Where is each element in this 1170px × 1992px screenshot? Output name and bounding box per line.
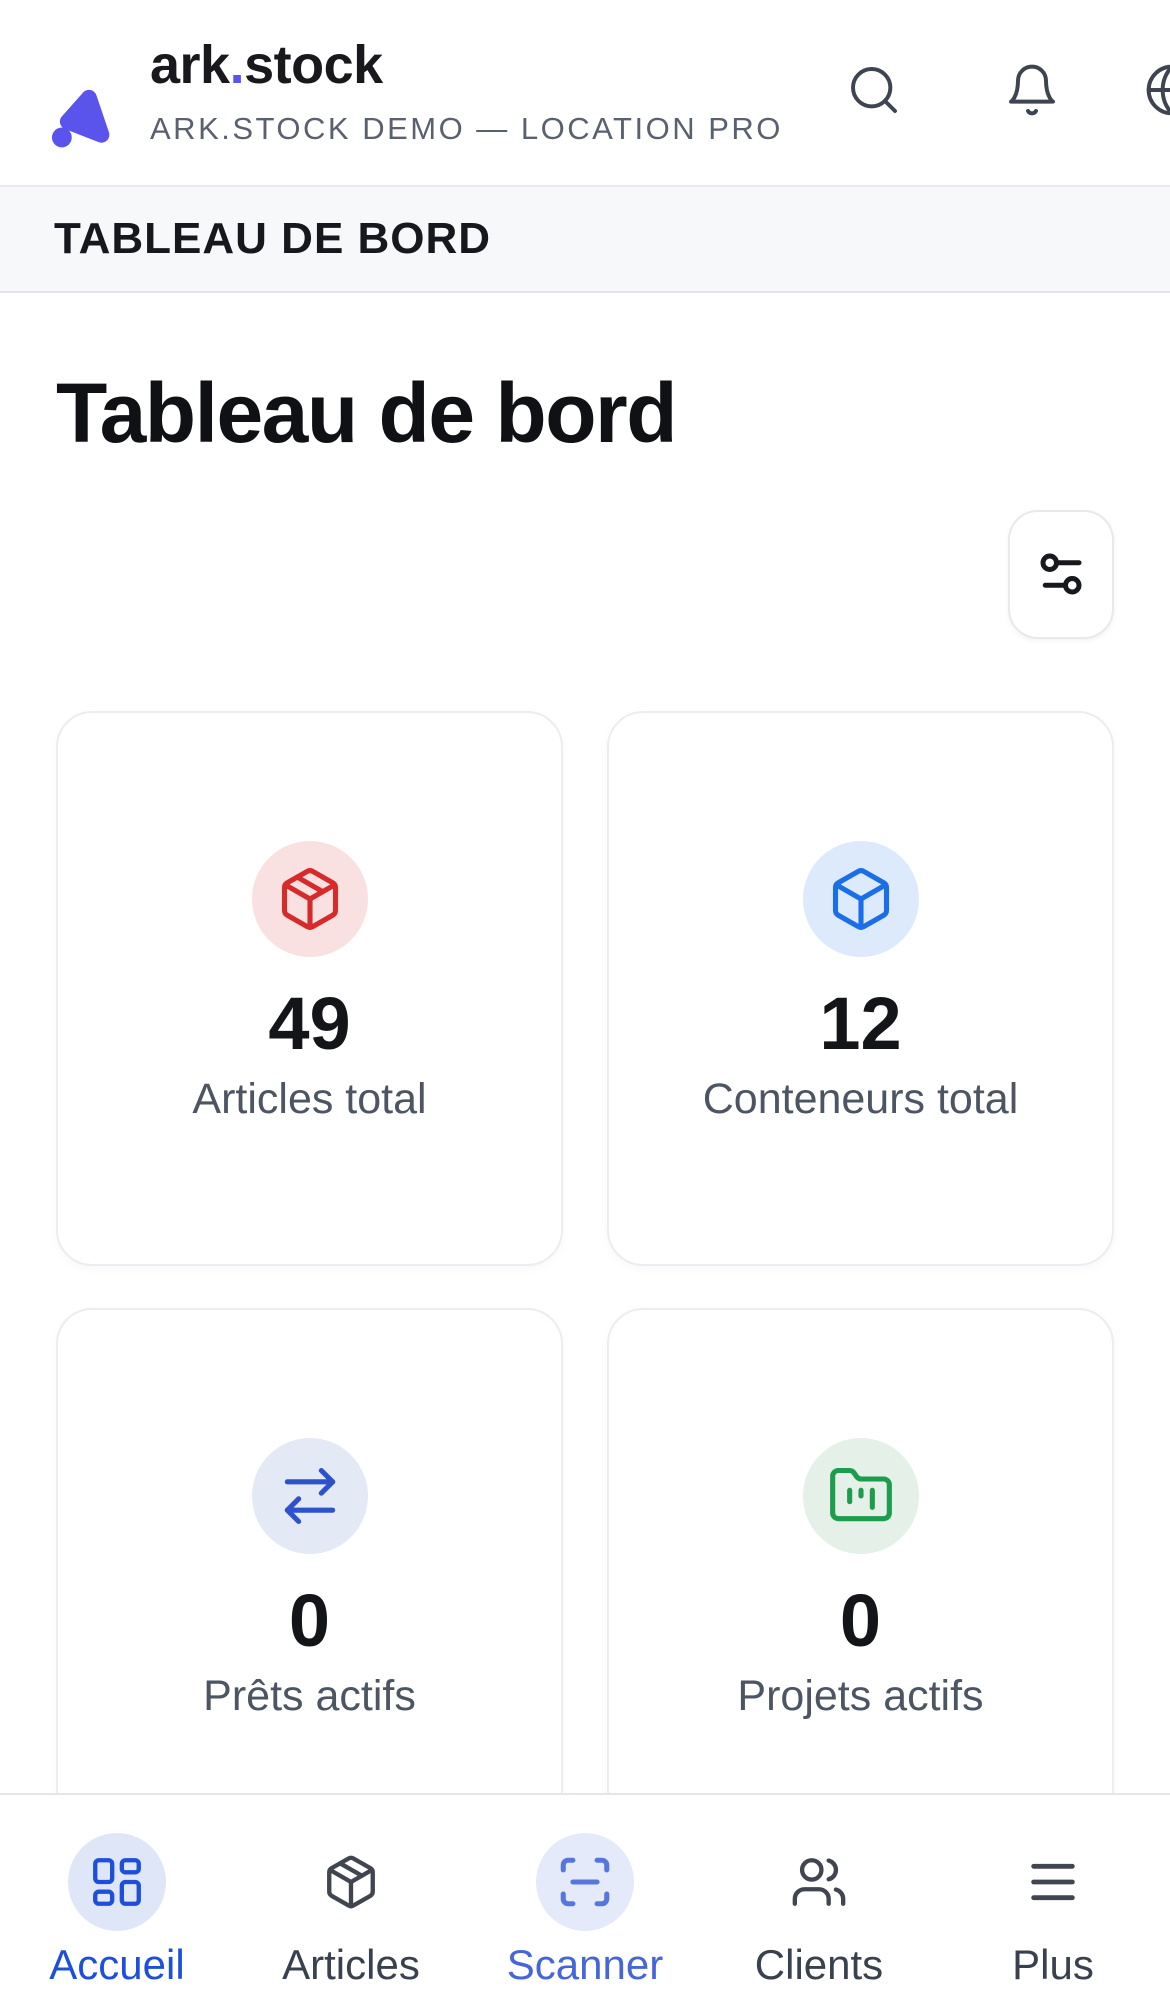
folder-kanban-icon bbox=[802, 1437, 919, 1554]
stat-value: 12 bbox=[819, 981, 902, 1065]
app-title-primary: ark bbox=[150, 35, 230, 95]
sliders-icon bbox=[1034, 547, 1088, 601]
package-icon bbox=[251, 840, 368, 957]
globe-icon bbox=[1144, 62, 1170, 118]
nav-label: Accueil bbox=[49, 1941, 185, 1988]
stat-card-projets[interactable]: 0 Projets actifs bbox=[607, 1307, 1114, 1863]
stat-value: 0 bbox=[288, 1578, 331, 1662]
workspace-subtitle: ARK.STOCK DEMO — LOCATION PRO bbox=[150, 111, 783, 147]
app-title-secondary: stock bbox=[244, 35, 383, 95]
package-icon bbox=[302, 1833, 400, 1931]
breadcrumb: TABLEAU DE BORD bbox=[0, 185, 1170, 293]
nav-label: Clients bbox=[754, 1941, 884, 1988]
stat-card-conteneurs[interactable]: 12 Conteneurs total bbox=[607, 710, 1114, 1266]
stat-value: 0 bbox=[839, 1578, 882, 1662]
menu-icon bbox=[1004, 1833, 1102, 1931]
nav-label: Articles bbox=[282, 1941, 420, 1988]
toolbar bbox=[56, 509, 1114, 639]
app-title-dot: . bbox=[229, 35, 245, 95]
breadcrumb-label: TABLEAU DE BORD bbox=[54, 214, 492, 263]
dashboard-icon bbox=[68, 1833, 166, 1931]
dashboard-main: Tableau de bord 49 Articles total bbox=[0, 363, 1170, 1863]
stat-label: Conteneurs total bbox=[702, 1074, 1019, 1123]
search-icon bbox=[846, 62, 902, 118]
language-button[interactable] bbox=[1144, 62, 1170, 118]
stat-card-articles[interactable]: 49 Articles total bbox=[56, 710, 563, 1266]
bottom-nav: Accueil Articles Scanner Clients bbox=[0, 1793, 1170, 1992]
stat-label: Articles total bbox=[192, 1074, 427, 1123]
notifications-button[interactable] bbox=[1004, 62, 1060, 118]
stat-label: Projets actifs bbox=[737, 1671, 984, 1720]
stat-label: Prêts actifs bbox=[203, 1671, 416, 1720]
nav-item-scanner[interactable]: Scanner bbox=[468, 1833, 702, 1992]
stat-value: 49 bbox=[268, 981, 351, 1065]
search-button[interactable] bbox=[846, 62, 902, 118]
nav-item-plus[interactable]: Plus bbox=[936, 1833, 1170, 1992]
brand-logo-icon bbox=[48, 82, 114, 156]
box-icon bbox=[802, 840, 919, 957]
app-title: ark.stock bbox=[150, 34, 783, 96]
stats-grid: 49 Articles total 12 Conteneurs total 0 … bbox=[56, 710, 1114, 1863]
nav-label: Scanner bbox=[506, 1941, 664, 1988]
scan-icon bbox=[536, 1833, 634, 1931]
stat-card-prets[interactable]: 0 Prêts actifs bbox=[56, 1307, 563, 1863]
filter-button[interactable] bbox=[1008, 509, 1114, 639]
brand-block: ark.stock ARK.STOCK DEMO — LOCATION PRO bbox=[150, 34, 783, 147]
nav-item-articles[interactable]: Articles bbox=[234, 1833, 468, 1992]
page-title: Tableau de bord bbox=[56, 366, 678, 460]
transfer-arrows-icon bbox=[251, 1437, 368, 1554]
bell-icon bbox=[1004, 62, 1060, 118]
app-header: ark.stock ARK.STOCK DEMO — LOCATION PRO bbox=[0, 0, 1170, 185]
users-icon bbox=[770, 1833, 868, 1931]
nav-item-accueil[interactable]: Accueil bbox=[0, 1833, 234, 1992]
nav-item-clients[interactable]: Clients bbox=[702, 1833, 936, 1992]
nav-label: Plus bbox=[1012, 1941, 1094, 1988]
